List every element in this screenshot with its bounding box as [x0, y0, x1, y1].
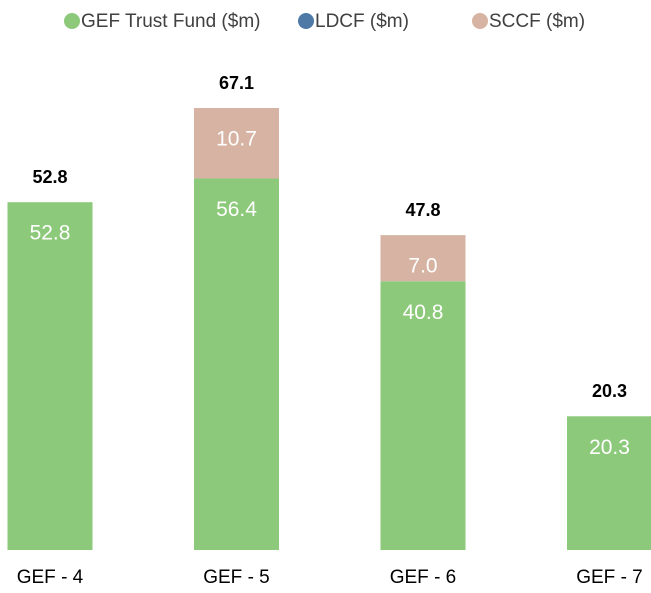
total-label: 47.8	[405, 200, 440, 220]
legend-label: GEF Trust Fund ($m)	[81, 11, 260, 32]
x-tick-label: GEF - 6	[390, 567, 457, 588]
total-label: 67.1	[219, 73, 254, 93]
x-tick-label: GEF - 5	[203, 567, 270, 588]
segment-label: 7.0	[408, 255, 437, 278]
segment-label: 56.4	[216, 198, 257, 221]
segment-label: 10.7	[216, 128, 257, 151]
bar-segment	[567, 416, 651, 550]
legend-swatch	[64, 13, 80, 29]
x-tick-label: GEF - 4	[17, 567, 84, 588]
segment-label: 40.8	[403, 301, 444, 324]
bar-segment	[7, 202, 93, 550]
legend-label: SCCF ($m)	[489, 11, 585, 32]
total-label: 52.8	[32, 167, 67, 187]
total-label: 20.3	[592, 381, 627, 401]
bar-segment	[380, 235, 466, 282]
legend-swatch	[472, 13, 488, 29]
bar-segment	[194, 178, 279, 551]
segment-label: 52.8	[30, 222, 71, 245]
x-tick-label: GEF - 7	[576, 567, 643, 588]
bar-segment	[194, 108, 279, 179]
bar-segment	[380, 281, 466, 550]
legend-label: LDCF ($m)	[315, 11, 409, 32]
segment-label: 20.3	[589, 436, 630, 459]
legend-swatch	[298, 13, 314, 29]
